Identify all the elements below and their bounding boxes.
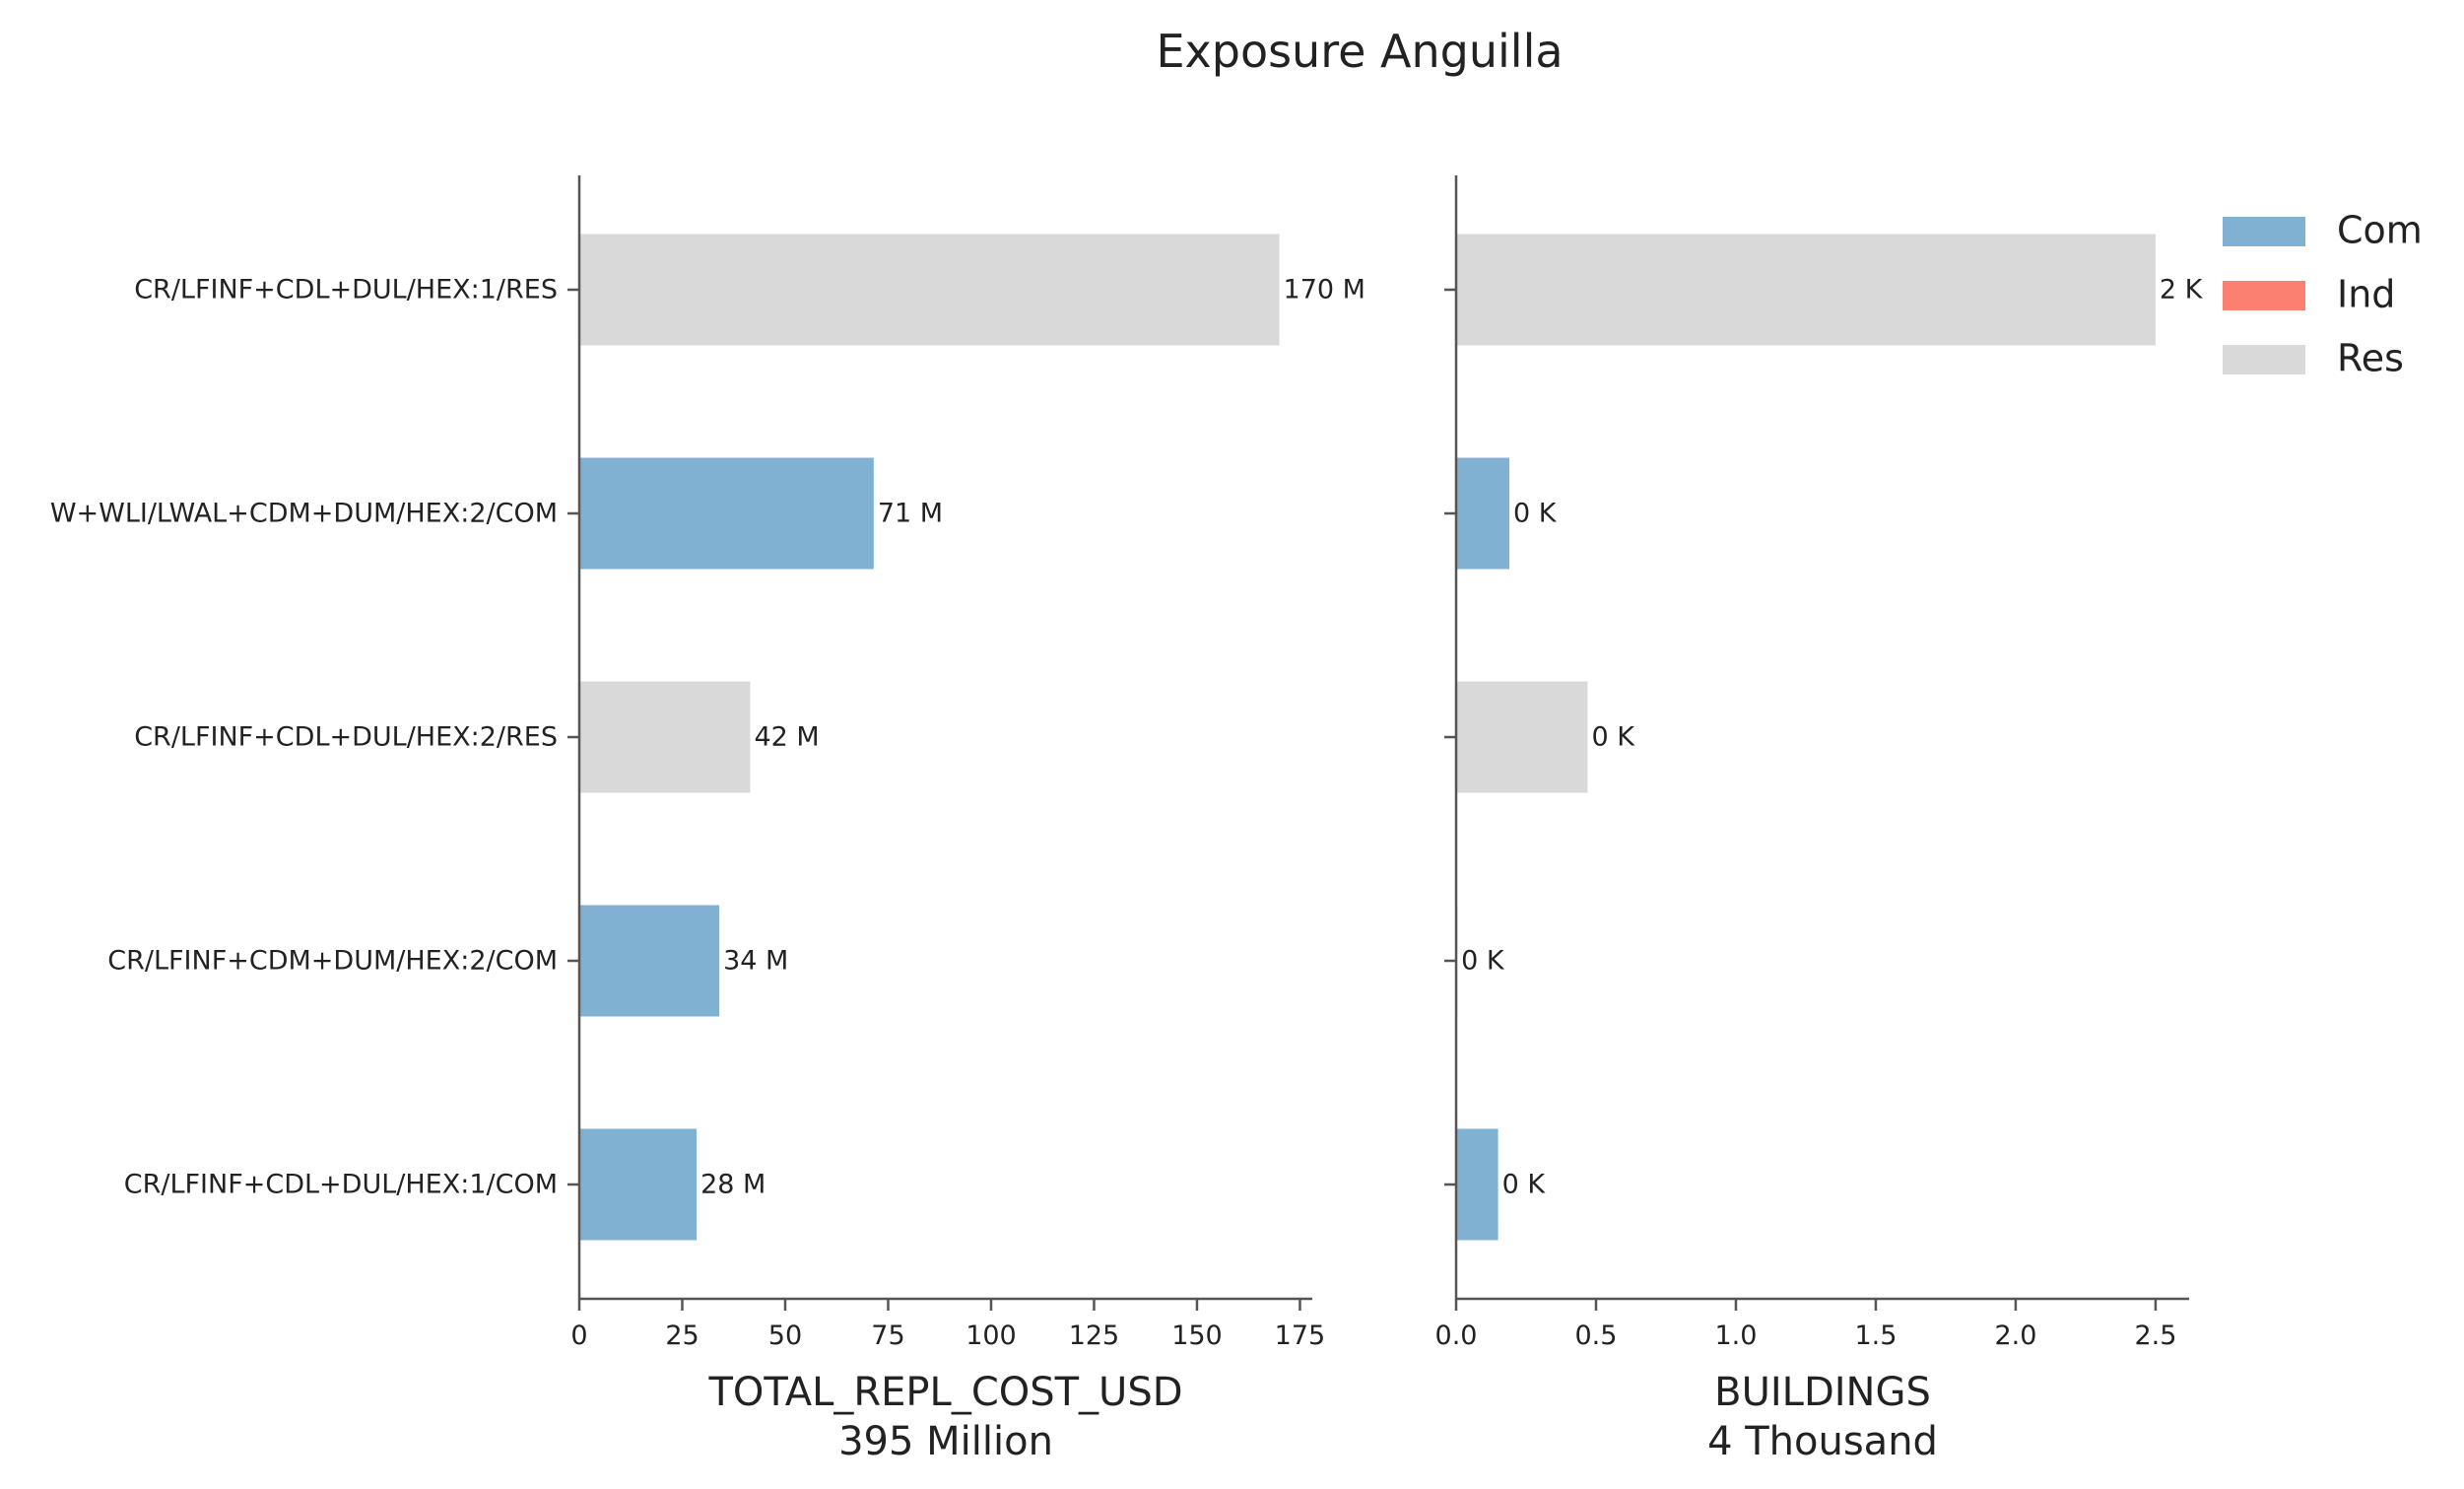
x-tick-label: 0	[570, 1320, 587, 1351]
x-tick-label: 1.0	[1714, 1320, 1757, 1351]
legend-label: Res	[2337, 337, 2404, 380]
legend-swatch-com	[2223, 217, 2305, 246]
x-tick-label: 50	[768, 1320, 802, 1351]
value-label: 0 K	[1591, 722, 1635, 753]
x-tick-label: 175	[1275, 1320, 1326, 1351]
value-label: 28 M	[700, 1170, 766, 1200]
bar-2-5	[1456, 1128, 1498, 1241]
x-tick-label: 0.0	[1435, 1320, 1478, 1351]
bar-1-1	[579, 234, 1280, 346]
value-label: 42 M	[754, 722, 819, 753]
chart-panels: 170 M CR/LFINF+CDL+DUL/HEX:1/RES 71 M W+WLI…	[50, 175, 2204, 1464]
category-label: CR/LFINF+CDL+DUL/HEX:2/RES	[134, 722, 558, 753]
legend: Com Ind Res	[2223, 209, 2423, 380]
x-axis-label: TOTAL_REPL_COST_USD	[707, 1370, 1182, 1415]
x-tick-label: 25	[665, 1320, 699, 1351]
x-tick-label: 0.5	[1575, 1320, 1618, 1351]
category-label: CR/LFINF+CDL+DUL/HEX:1/COM	[124, 1170, 558, 1200]
value-label: 71 M	[878, 499, 943, 529]
bar-1-2	[579, 457, 874, 570]
value-label: 0 K	[1502, 1170, 1547, 1200]
total-label: 395 Million	[838, 1419, 1053, 1464]
bar-2-3	[1456, 681, 1588, 793]
x-tick-label: 125	[1069, 1320, 1120, 1351]
legend-label: Com	[2337, 209, 2423, 252]
total-label: 4 Thousand	[1707, 1419, 1938, 1464]
value-label: 170 M	[1284, 275, 1365, 305]
value-label: 34 M	[723, 946, 788, 977]
legend-swatch-ind	[2223, 281, 2305, 310]
bar-2-2	[1456, 457, 1509, 570]
legend-swatch-res	[2223, 345, 2305, 374]
x-tick-label: 2.0	[1994, 1320, 2036, 1351]
x-tick-label: 100	[966, 1320, 1017, 1351]
bar-2-1	[1456, 234, 2156, 346]
x-tick-label: 75	[871, 1320, 904, 1351]
x-axis-label: BUILDINGS	[1714, 1370, 1931, 1415]
chart-title: Exposure Anguilla	[1156, 25, 1563, 78]
x-tick-label: 150	[1171, 1320, 1223, 1351]
value-label: 0 K	[1461, 946, 1505, 977]
bar-1-4	[579, 905, 720, 1017]
x-tick-label: 2.5	[2134, 1320, 2176, 1351]
value-label: 0 K	[1513, 499, 1558, 529]
panel-1: 170 M CR/LFINF+CDL+DUL/HEX:1/RES 71 M W+WLI…	[50, 175, 1365, 1464]
x-tick-label: 1.5	[1854, 1320, 1897, 1351]
category-label: CR/LFINF+CDM+DUM/HEX:2/COM	[107, 946, 558, 977]
legend-label: Ind	[2337, 273, 2395, 316]
panel-2: 2 K 0 K 0 K 0 K 0 K 0.0 0.5 1.0 1.5 2.0 2.5 BUILDIN…	[1435, 175, 2204, 1464]
bar-1-3	[579, 681, 751, 793]
category-label: CR/LFINF+CDL+DUL/HEX:1/RES	[134, 275, 558, 305]
value-label: 2 K	[2160, 275, 2204, 305]
bar-1-5	[579, 1128, 698, 1241]
category-label: W+WLI/LWAL+CDM+DUM/HEX:2/COM	[50, 499, 558, 529]
